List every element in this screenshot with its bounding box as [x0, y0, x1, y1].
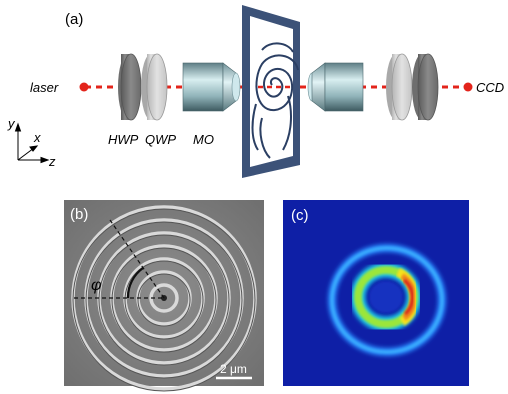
- panel-b: φ (b) 2 μm: [64, 200, 264, 392]
- coordinate-axes-icon: [14, 122, 50, 164]
- angle-arc: [126, 267, 144, 299]
- mo-label: MO: [193, 132, 214, 147]
- scale-bar-label: 2 μm: [220, 362, 247, 376]
- objective-left: [182, 62, 241, 112]
- angle-phi-label: φ: [91, 277, 101, 294]
- hwp-label: HWP: [108, 132, 139, 147]
- qwp-label: QWP: [145, 132, 176, 147]
- sem-image: [64, 200, 264, 386]
- panel-c: (c): [283, 200, 469, 386]
- axis-x-label: x: [33, 130, 41, 145]
- ccd-detector-dot: [463, 82, 473, 92]
- angle-guide-lines: [74, 219, 165, 299]
- axis-y-label: y: [7, 116, 16, 131]
- analyzer-plate-dark: [412, 53, 439, 121]
- objective-right: [307, 62, 364, 112]
- hwp-plate: [118, 53, 142, 121]
- panel-c-tag: (c): [291, 207, 309, 224]
- panel-a: (a) laser CCD: [7, 5, 504, 178]
- laser-source-dot: [79, 82, 89, 92]
- analyzer-plate-light: [386, 53, 413, 121]
- spiral-sample-icon: [251, 42, 299, 159]
- qwp-plate: [141, 53, 168, 121]
- axis-z-label: z: [48, 154, 56, 169]
- laser-label: laser: [30, 80, 59, 95]
- sample-frame: [242, 5, 300, 178]
- ccd-label: CCD: [476, 80, 504, 95]
- panel-b-tag: (b): [70, 206, 88, 223]
- panel-a-tag: (a): [65, 11, 83, 28]
- inner-ring: [350, 262, 422, 332]
